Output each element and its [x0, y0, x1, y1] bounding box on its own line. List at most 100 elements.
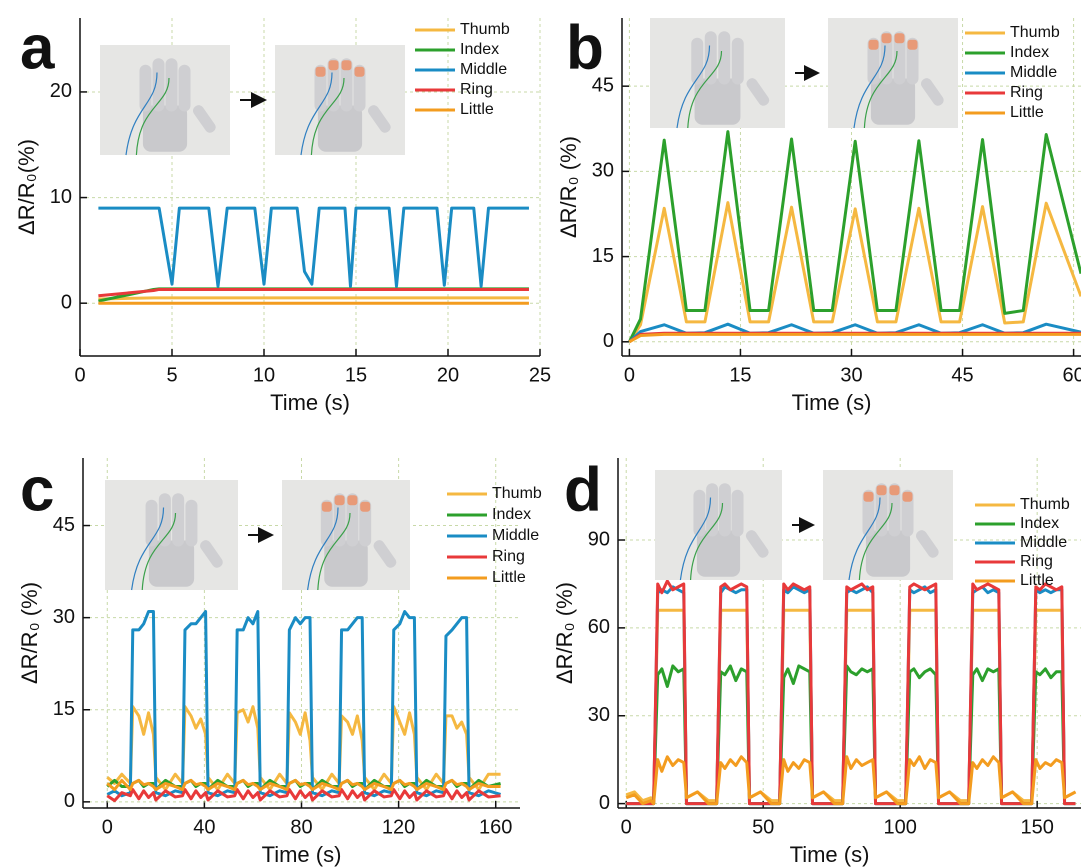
x-tick-label: 0 [621, 816, 632, 838]
x-tick-label: 45 [951, 364, 973, 386]
series-line [98, 208, 529, 286]
glove-finger [159, 493, 171, 546]
legend-label: Index [460, 41, 499, 58]
x-tick-label: 50 [752, 816, 774, 838]
series-line [626, 581, 1075, 804]
y-tick-label: 20 [50, 80, 72, 102]
y-tick-label: 60 [588, 616, 610, 638]
legend-label: Thumb [1010, 24, 1060, 41]
legend-label: Ring [492, 548, 525, 565]
glove-palm [318, 106, 362, 152]
x-tick-label: 150 [1020, 816, 1053, 838]
legend-label: Index [492, 506, 531, 523]
x-tick-label: 40 [193, 816, 215, 838]
x-tick-label: 5 [166, 364, 177, 386]
legend-label: Index [1020, 515, 1059, 532]
figure: 051015202501020Time (s)ΔR/R₀(%)aThumbInd… [0, 0, 1081, 868]
glove-finger [719, 483, 731, 536]
series-line [626, 666, 1075, 804]
glove-finger [718, 31, 730, 84]
series-line [98, 289, 529, 295]
panel-label: c [20, 455, 54, 524]
x-tick-label: 20 [437, 364, 459, 386]
x-axis-title: Time (s) [790, 842, 870, 867]
sensor-tip [342, 60, 352, 70]
glove-finger [179, 65, 191, 112]
sensor-tip [890, 485, 900, 495]
chart-panel: 0153045600153045Time (s)ΔR/R₀ (%)bThumbI… [556, 13, 1081, 414]
x-tick-label: 120 [382, 816, 415, 838]
y-tick-label: 15 [53, 698, 75, 720]
sensor-tip [360, 502, 370, 512]
glove-palm [695, 79, 741, 125]
legend-label: Middle [1010, 64, 1057, 81]
page: {"chart_data": [ {"type": "line", "panel… [0, 0, 1081, 868]
series-line [107, 707, 500, 790]
glove-palm [697, 531, 740, 577]
sensor-tip [864, 492, 874, 502]
x-tick-label: 100 [883, 816, 916, 838]
x-tick-label: 0 [74, 364, 85, 386]
legend-label: Index [1010, 44, 1049, 61]
x-tick-label: 80 [290, 816, 312, 838]
glove-palm [866, 531, 910, 577]
glove-finger [706, 483, 718, 536]
y-tick-label: 10 [50, 186, 72, 208]
series-line [629, 203, 1081, 342]
sensor-tip [877, 485, 887, 495]
x-tick-label: 15 [729, 364, 751, 386]
y-axis-title: ΔR/R₀ (%) [552, 582, 577, 684]
sensor-tip [908, 40, 918, 50]
sensor-tip [322, 502, 332, 512]
sensor-tip [882, 33, 892, 43]
glove-finger [185, 500, 197, 547]
panel-label: b [566, 13, 604, 82]
y-tick-label: 0 [599, 792, 610, 814]
series-line [98, 298, 529, 299]
x-axis-title: Time (s) [792, 390, 872, 415]
y-tick-label: 45 [53, 514, 75, 536]
sensor-tip [895, 33, 905, 43]
y-tick-label: 15 [592, 245, 614, 267]
legend-label: Middle [492, 527, 539, 544]
sensor-tip [347, 495, 357, 505]
legend-label: Thumb [460, 21, 510, 38]
series-line [626, 587, 1075, 804]
y-tick-label: 30 [592, 160, 614, 182]
glove-finger [153, 58, 165, 111]
legend-label: Thumb [492, 485, 542, 502]
x-tick-label: 30 [840, 364, 862, 386]
sensor-tip [355, 67, 365, 77]
glove-palm [871, 79, 915, 125]
x-tick-label: 15 [345, 364, 367, 386]
x-tick-label: 0 [102, 816, 113, 838]
sensor-tip [335, 495, 345, 505]
x-axis-title: Time (s) [270, 390, 350, 415]
glove-palm [143, 106, 187, 152]
x-tick-label: 25 [529, 364, 551, 386]
legend-label: Thumb [1020, 496, 1070, 513]
glove-finger [732, 490, 744, 537]
legend-label: Ring [1010, 84, 1043, 101]
x-tick-label: 60 [1062, 364, 1081, 386]
sensor-tip [316, 67, 326, 77]
y-tick-label: 30 [53, 606, 75, 628]
legend-label: Little [1010, 104, 1044, 121]
x-axis-title: Time (s) [262, 842, 342, 867]
glove-finger [166, 58, 178, 111]
series-line [107, 612, 500, 796]
legend-label: Ring [1020, 553, 1053, 570]
series-line [626, 610, 1075, 800]
series-line [629, 132, 1081, 342]
sensor-tip [903, 492, 913, 502]
series-line [626, 757, 1075, 804]
sensor-tip [869, 40, 879, 50]
glove-finger [732, 38, 744, 85]
y-axis-title: ΔR/R₀(%) [14, 139, 39, 235]
glove-palm [149, 541, 194, 587]
x-tick-label: 0 [624, 364, 635, 386]
y-tick-label: 0 [603, 330, 614, 352]
